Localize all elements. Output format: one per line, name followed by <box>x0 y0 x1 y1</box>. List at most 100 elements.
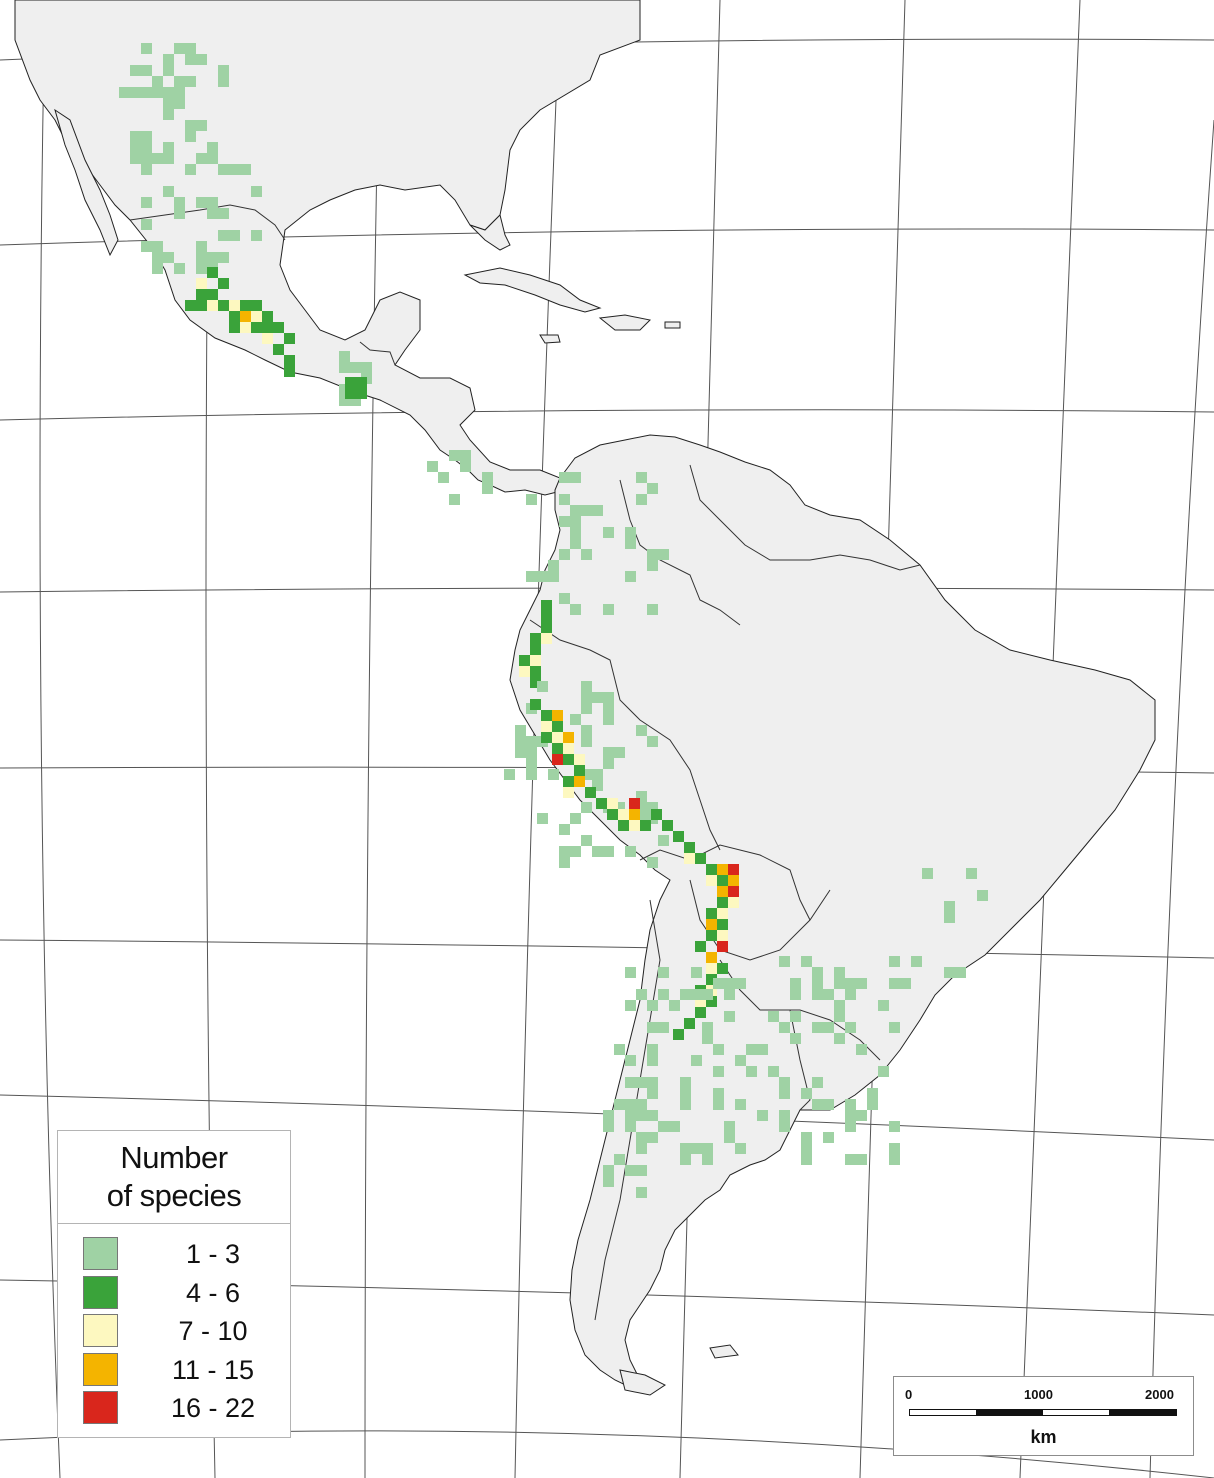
richness-cell <box>570 538 581 549</box>
richness-cell <box>548 769 559 780</box>
richness-cell <box>350 395 361 406</box>
richness-cell <box>119 87 130 98</box>
richness-cell <box>196 241 207 252</box>
richness-cell <box>834 1033 845 1044</box>
richness-cell <box>625 1099 636 1110</box>
richness-cell <box>706 875 717 886</box>
richness-cell <box>581 835 592 846</box>
richness-cell <box>229 164 240 175</box>
richness-cell <box>658 967 669 978</box>
richness-cell <box>834 978 845 989</box>
richness-cell <box>559 549 570 560</box>
richness-cell <box>845 1022 856 1033</box>
legend-class: 1 - 3 <box>83 1237 283 1271</box>
richness-cell <box>229 322 240 333</box>
richness-cell <box>845 1154 856 1165</box>
richness-cell <box>163 252 174 263</box>
richness-cell <box>834 1000 845 1011</box>
richness-cell <box>636 1187 647 1198</box>
richness-cell <box>574 765 585 776</box>
richness-cell <box>713 1066 724 1077</box>
richness-cell <box>680 1088 691 1099</box>
richness-cell <box>141 87 152 98</box>
legend-label: 4 - 6 <box>185 1277 241 1308</box>
richness-cell <box>625 1110 636 1121</box>
richness-cell <box>163 153 174 164</box>
richness-cell <box>218 300 229 311</box>
richness-cell <box>856 1110 867 1121</box>
richness-cell <box>647 1110 658 1121</box>
richness-cell <box>691 1143 702 1154</box>
scale-bar-graphic <box>909 1409 1177 1416</box>
richness-cell <box>779 956 790 967</box>
scale-segment <box>976 1410 1043 1415</box>
richness-cell <box>438 472 449 483</box>
richness-cell <box>625 527 636 538</box>
richness-cell <box>141 153 152 164</box>
richness-cell <box>684 842 695 853</box>
richness-cell <box>552 732 563 743</box>
richness-cell <box>449 450 460 461</box>
richness-cell <box>581 681 592 692</box>
richness-cell <box>262 322 273 333</box>
richness-cell <box>636 472 647 483</box>
richness-cell <box>592 846 603 857</box>
richness-cell <box>552 743 563 754</box>
richness-cell <box>541 721 552 732</box>
richness-cell <box>691 967 702 978</box>
richness-cell <box>185 76 196 87</box>
richness-cell <box>163 186 174 197</box>
richness-cell <box>647 857 658 868</box>
richness-cell <box>658 835 669 846</box>
richness-cell <box>629 809 640 820</box>
richness-cell <box>735 1099 746 1110</box>
richness-cell <box>717 864 728 875</box>
richness-cell <box>629 798 640 809</box>
richness-cell <box>669 1121 680 1132</box>
richness-cell <box>911 956 922 967</box>
richness-cell <box>812 978 823 989</box>
richness-cell <box>625 967 636 978</box>
richness-cell <box>141 197 152 208</box>
richness-cell <box>691 1055 702 1066</box>
richness-cell <box>207 153 218 164</box>
richness-cell <box>339 351 350 362</box>
richness-cell <box>570 527 581 538</box>
richness-cell <box>717 963 728 974</box>
richness-cell <box>713 1099 724 1110</box>
richness-cell <box>585 787 596 798</box>
richness-cell <box>218 252 229 263</box>
richness-cell <box>541 600 552 611</box>
richness-cell <box>350 362 361 373</box>
richness-cell <box>251 300 262 311</box>
richness-cell <box>537 813 548 824</box>
richness-cell <box>801 1088 812 1099</box>
richness-cell <box>706 952 717 963</box>
richness-cell <box>867 1099 878 1110</box>
richness-cell <box>273 322 284 333</box>
richness-cell <box>196 263 207 274</box>
richness-cell <box>702 1022 713 1033</box>
richness-cell <box>174 208 185 219</box>
richness-cell <box>717 908 728 919</box>
richness-cell <box>559 846 570 857</box>
richness-cell <box>706 908 717 919</box>
richness-cell <box>614 1099 625 1110</box>
richness-cell <box>603 1121 614 1132</box>
richness-cell <box>603 747 614 758</box>
richness-cell <box>636 791 647 802</box>
richness-cell <box>812 967 823 978</box>
richness-cell <box>603 692 614 703</box>
richness-cell <box>592 769 603 780</box>
richness-cell <box>823 1132 834 1143</box>
richness-cell <box>790 978 801 989</box>
richness-cell <box>460 450 471 461</box>
richness-cell <box>581 736 592 747</box>
richness-cell <box>581 703 592 714</box>
richness-cell <box>141 164 152 175</box>
richness-cell <box>361 362 372 373</box>
legend: Number of species 1 - 3 4 - 6 7 - 10 11 - 1… <box>57 1130 291 1438</box>
richness-cell <box>229 300 240 311</box>
richness-cell <box>196 54 207 65</box>
legend-swatch <box>83 1352 118 1386</box>
